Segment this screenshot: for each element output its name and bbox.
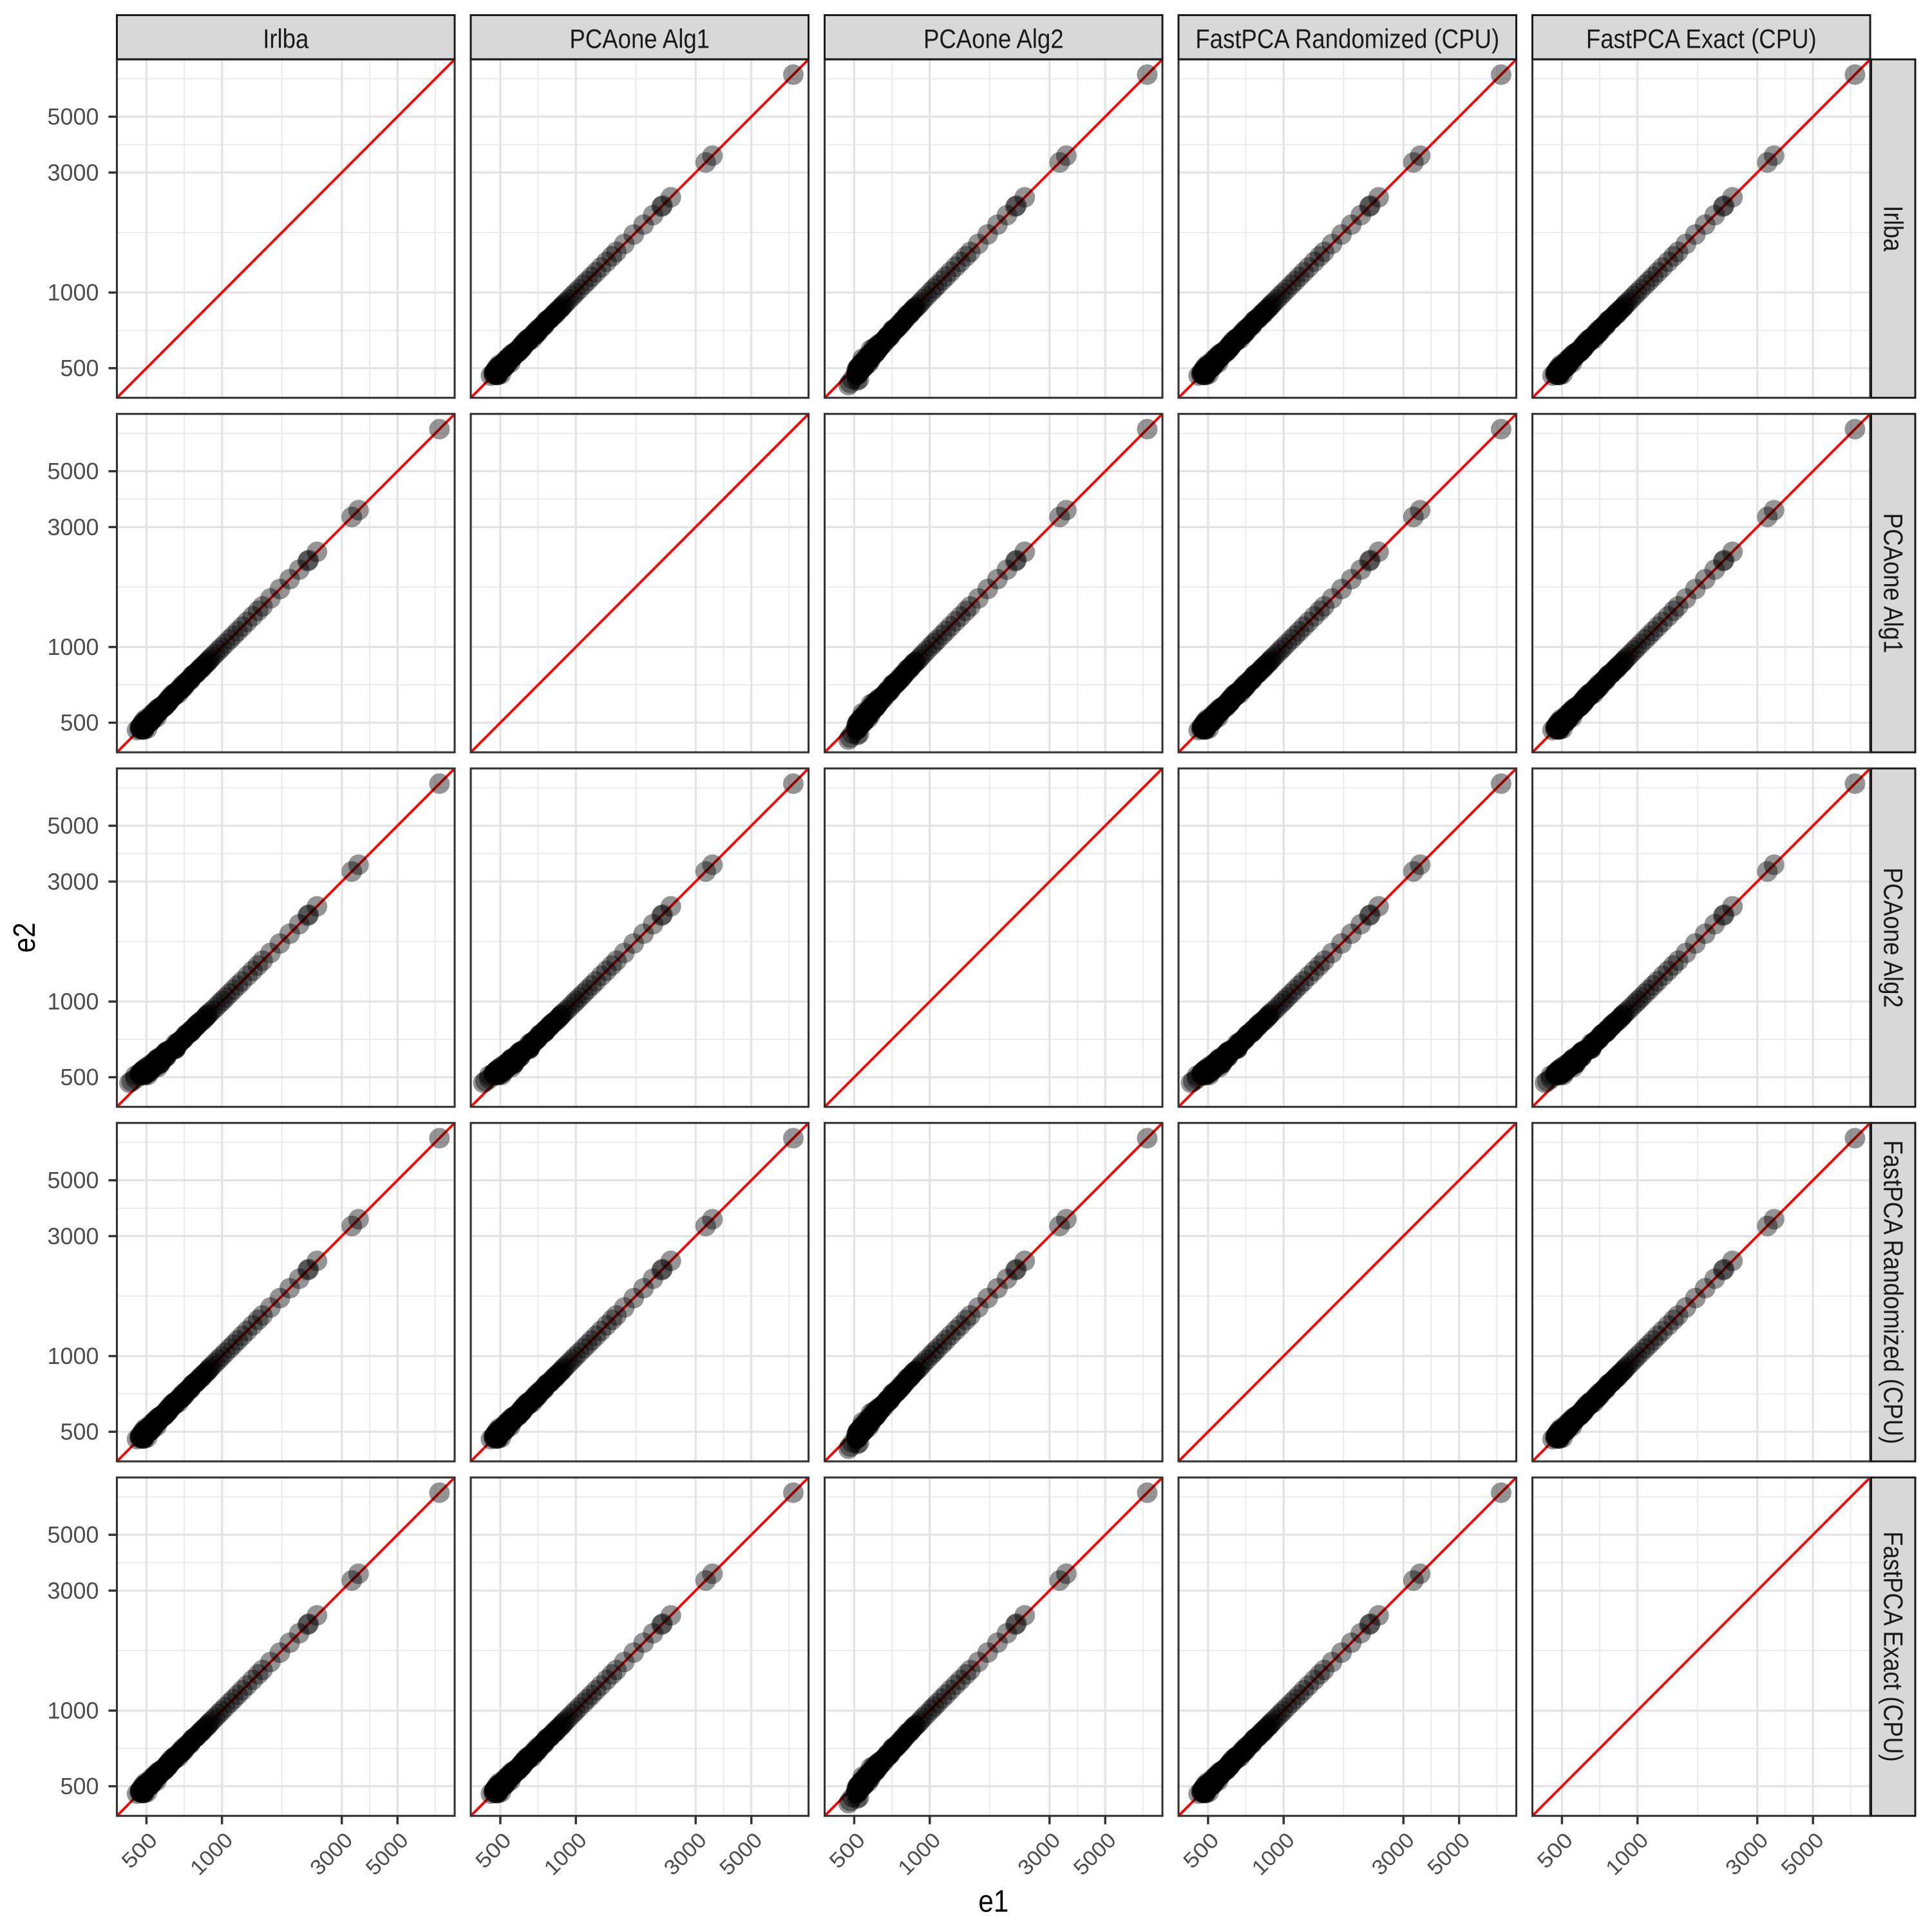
svg-text:3000: 3000 bbox=[48, 514, 99, 540]
svg-text:500: 500 bbox=[61, 710, 99, 736]
svg-text:500: 500 bbox=[61, 1419, 99, 1445]
svg-text:5000: 5000 bbox=[48, 813, 99, 839]
svg-text:5000: 5000 bbox=[48, 104, 99, 130]
svg-text:FastPCA Exact (CPU): FastPCA Exact (CPU) bbox=[1878, 1531, 1908, 1762]
svg-text:Irlba: Irlba bbox=[1878, 205, 1908, 252]
svg-text:PCAone Alg1: PCAone Alg1 bbox=[569, 23, 710, 53]
svg-text:3000: 3000 bbox=[48, 1223, 99, 1249]
svg-text:1000: 1000 bbox=[48, 1698, 99, 1724]
svg-text:Irlba: Irlba bbox=[263, 23, 309, 53]
svg-text:3000: 3000 bbox=[48, 1577, 99, 1604]
svg-text:FastPCA Randomized (CPU): FastPCA Randomized (CPU) bbox=[1878, 1141, 1908, 1444]
svg-text:1000: 1000 bbox=[48, 989, 99, 1015]
svg-text:500: 500 bbox=[61, 1773, 99, 1799]
svg-text:1000: 1000 bbox=[48, 1343, 99, 1369]
svg-text:500: 500 bbox=[61, 355, 99, 381]
svg-text:PCAone Alg2: PCAone Alg2 bbox=[923, 23, 1064, 53]
svg-text:500: 500 bbox=[61, 1064, 99, 1090]
svg-text:5000: 5000 bbox=[48, 458, 99, 484]
svg-text:e2: e2 bbox=[8, 922, 42, 952]
svg-text:FastPCA Randomized (CPU): FastPCA Randomized (CPU) bbox=[1195, 23, 1499, 53]
svg-text:PCAone Alg2: PCAone Alg2 bbox=[1878, 867, 1908, 1008]
svg-text:3000: 3000 bbox=[48, 868, 99, 895]
svg-text:1000: 1000 bbox=[48, 634, 99, 660]
svg-text:1000: 1000 bbox=[48, 279, 99, 306]
svg-text:e1: e1 bbox=[978, 1885, 1009, 1919]
svg-text:5000: 5000 bbox=[48, 1522, 99, 1548]
svg-text:3000: 3000 bbox=[48, 159, 99, 185]
svg-text:PCAone Alg1: PCAone Alg1 bbox=[1878, 513, 1908, 654]
svg-text:FastPCA Exact (CPU): FastPCA Exact (CPU) bbox=[1586, 23, 1817, 53]
svg-text:5000: 5000 bbox=[48, 1167, 99, 1193]
